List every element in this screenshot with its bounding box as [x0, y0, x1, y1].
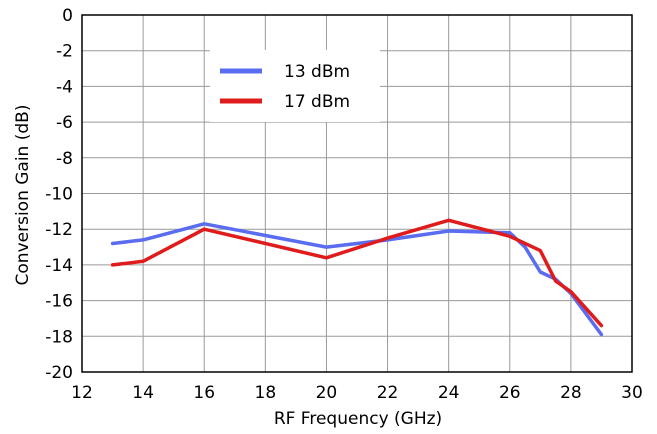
x-axis-title: RF Frequency (GHz): [274, 409, 442, 429]
x-tick-label: 30: [621, 383, 643, 403]
x-tick-label: 12: [71, 383, 93, 403]
y-tick-label: -18: [45, 327, 73, 347]
y-tick-label: -10: [45, 185, 73, 205]
series-line-1: [110, 218, 604, 328]
legend-label-17dbm: 17 dBm: [284, 92, 350, 112]
legend-box: [210, 50, 380, 122]
y-tick-label: -16: [45, 292, 73, 312]
x-tick-label: 16: [193, 383, 215, 403]
x-tick-label: 28: [560, 383, 582, 403]
plot-frame: [81, 14, 633, 373]
y-tick-label: -8: [56, 149, 73, 169]
y-axis-title: Conversion Gain (dB): [13, 105, 33, 286]
legend: 13 dBm 17 dBm: [210, 50, 380, 122]
y-tick-label: -14: [45, 256, 73, 276]
legend-label-13dbm: 13 dBm: [284, 62, 350, 82]
y-tick-label: -4: [56, 77, 73, 97]
y-tick-label: -12: [45, 220, 73, 240]
x-tick-label: 18: [255, 383, 277, 403]
x-tick-labels: 12 14 16 18 20 22 24 26 28 30: [71, 383, 643, 403]
x-tick-label: 24: [438, 383, 460, 403]
x-tick-label: 26: [499, 383, 521, 403]
x-tick-label: 14: [132, 383, 154, 403]
x-tick-label: 22: [377, 383, 399, 403]
y-tick-label: -6: [56, 113, 73, 133]
series-lines: [110, 218, 604, 337]
y-tick-label: -20: [45, 363, 73, 383]
y-tick-label: -2: [56, 42, 73, 62]
y-tick-labels: 0 -2 -4 -6 -8 -10 -12 -14 -16 -18 -20: [45, 6, 73, 383]
x-tick-label: 20: [316, 383, 338, 403]
y-tick-label: 0: [62, 6, 73, 26]
